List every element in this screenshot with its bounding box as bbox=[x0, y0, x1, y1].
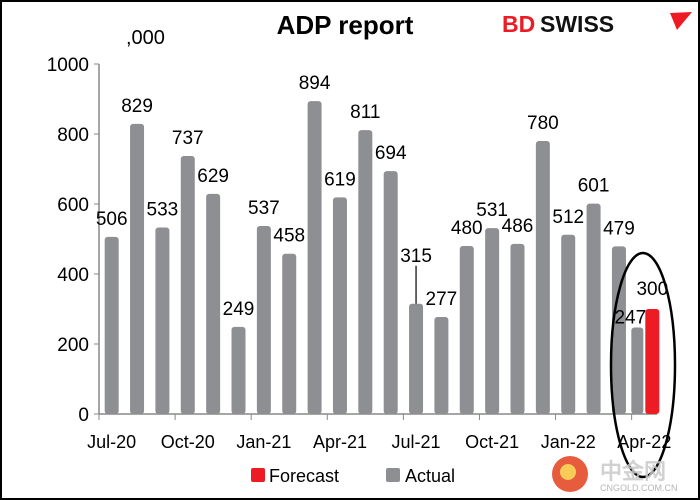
y-tick-label: 600 bbox=[57, 195, 89, 216]
data-label-forecast: 300 bbox=[636, 279, 668, 300]
y-tick-label: 1000 bbox=[47, 55, 89, 76]
bar-actual bbox=[459, 246, 474, 414]
cngold-watermark: 中金网 CNGOLD.COM.CN bbox=[552, 456, 678, 493]
legend-swatch-forecast bbox=[251, 468, 265, 482]
data-label-actual: 894 bbox=[299, 73, 331, 94]
data-label-actual: 629 bbox=[197, 166, 229, 187]
x-tick-label: Jul-21 bbox=[392, 432, 441, 452]
bar-actual bbox=[485, 228, 500, 414]
legend-label-forecast: Forecast bbox=[269, 466, 339, 486]
bar-actual bbox=[631, 327, 644, 414]
bar-actual bbox=[611, 246, 626, 414]
logo-arrow-icon bbox=[670, 12, 692, 30]
y-tick-label: 0 bbox=[78, 405, 89, 426]
data-label-actual: 531 bbox=[476, 200, 508, 221]
data-label-actual: 458 bbox=[273, 226, 305, 247]
bar-actual bbox=[206, 193, 221, 414]
bar-actual bbox=[231, 326, 246, 414]
x-tick-label: Jan-22 bbox=[541, 432, 596, 452]
data-label-actual: 277 bbox=[426, 289, 458, 310]
watermark-name: 中金网 bbox=[600, 459, 666, 484]
bar-actual bbox=[155, 227, 170, 414]
logo-swiss: SWISS bbox=[540, 11, 614, 37]
logo-bd: BD bbox=[502, 11, 535, 37]
highlight-ellipse bbox=[609, 251, 677, 479]
legend-label-actual: Actual bbox=[405, 466, 455, 486]
x-tick-label: Apr-22 bbox=[617, 432, 671, 452]
data-label-actual: 315 bbox=[400, 246, 432, 267]
bar-actual bbox=[561, 234, 576, 414]
x-tick-label: Jan-21 bbox=[236, 432, 291, 452]
bar-actual bbox=[307, 101, 322, 414]
legend: Forecast Actual bbox=[251, 466, 455, 486]
unit-label: ,000 bbox=[126, 27, 165, 49]
bar-actual bbox=[130, 123, 145, 414]
data-label-actual: 537 bbox=[248, 198, 280, 219]
data-label-actual: 249 bbox=[223, 299, 255, 320]
x-tick-label: Oct-21 bbox=[465, 432, 519, 452]
data-label-actual: 486 bbox=[502, 216, 534, 237]
data-label-actual: 829 bbox=[121, 96, 153, 117]
bar-actual bbox=[256, 226, 271, 414]
bar-actual bbox=[358, 130, 373, 414]
data-label-actual: 480 bbox=[451, 218, 483, 239]
bar-actual bbox=[535, 141, 550, 414]
bar-actual bbox=[180, 156, 195, 415]
data-label-actual: 619 bbox=[324, 169, 356, 190]
bar-forecast bbox=[645, 309, 660, 414]
bar-actual bbox=[434, 317, 449, 414]
data-label-actual: 737 bbox=[172, 128, 204, 149]
bar-actual bbox=[586, 203, 601, 414]
data-label-actual: 811 bbox=[350, 102, 380, 123]
x-tick-label: Oct-20 bbox=[161, 432, 215, 452]
bar-actual bbox=[510, 243, 525, 414]
data-label-actual: 533 bbox=[147, 199, 179, 220]
data-label-actual: 506 bbox=[96, 209, 128, 230]
x-tick-label: Jul-20 bbox=[87, 432, 136, 452]
data-label-actual: 694 bbox=[375, 143, 407, 164]
legend-swatch-actual bbox=[386, 468, 400, 482]
y-tick-label: 800 bbox=[57, 125, 89, 146]
x-tick-label: Apr-21 bbox=[313, 432, 367, 452]
data-label-actual: 479 bbox=[603, 218, 635, 239]
data-label-actual: 601 bbox=[578, 176, 610, 197]
bar-actual bbox=[282, 253, 297, 414]
data-label-actual: 780 bbox=[527, 113, 559, 134]
bdswiss-logo: BD SWISS bbox=[502, 11, 692, 37]
chart-title: ADP report bbox=[277, 10, 414, 40]
y-tick-label: 400 bbox=[57, 265, 89, 286]
y-tick-label: 200 bbox=[57, 335, 89, 356]
bar-actual bbox=[383, 171, 398, 414]
bar-actual bbox=[409, 303, 424, 414]
data-label-actual: 247 bbox=[614, 308, 646, 329]
watermark-domain: CNGOLD.COM.CN bbox=[600, 483, 678, 493]
data-label-actual: 512 bbox=[552, 207, 584, 228]
cngold-logo-inner-icon bbox=[560, 464, 576, 480]
bar-actual bbox=[104, 236, 119, 414]
bar-actual bbox=[332, 197, 347, 414]
